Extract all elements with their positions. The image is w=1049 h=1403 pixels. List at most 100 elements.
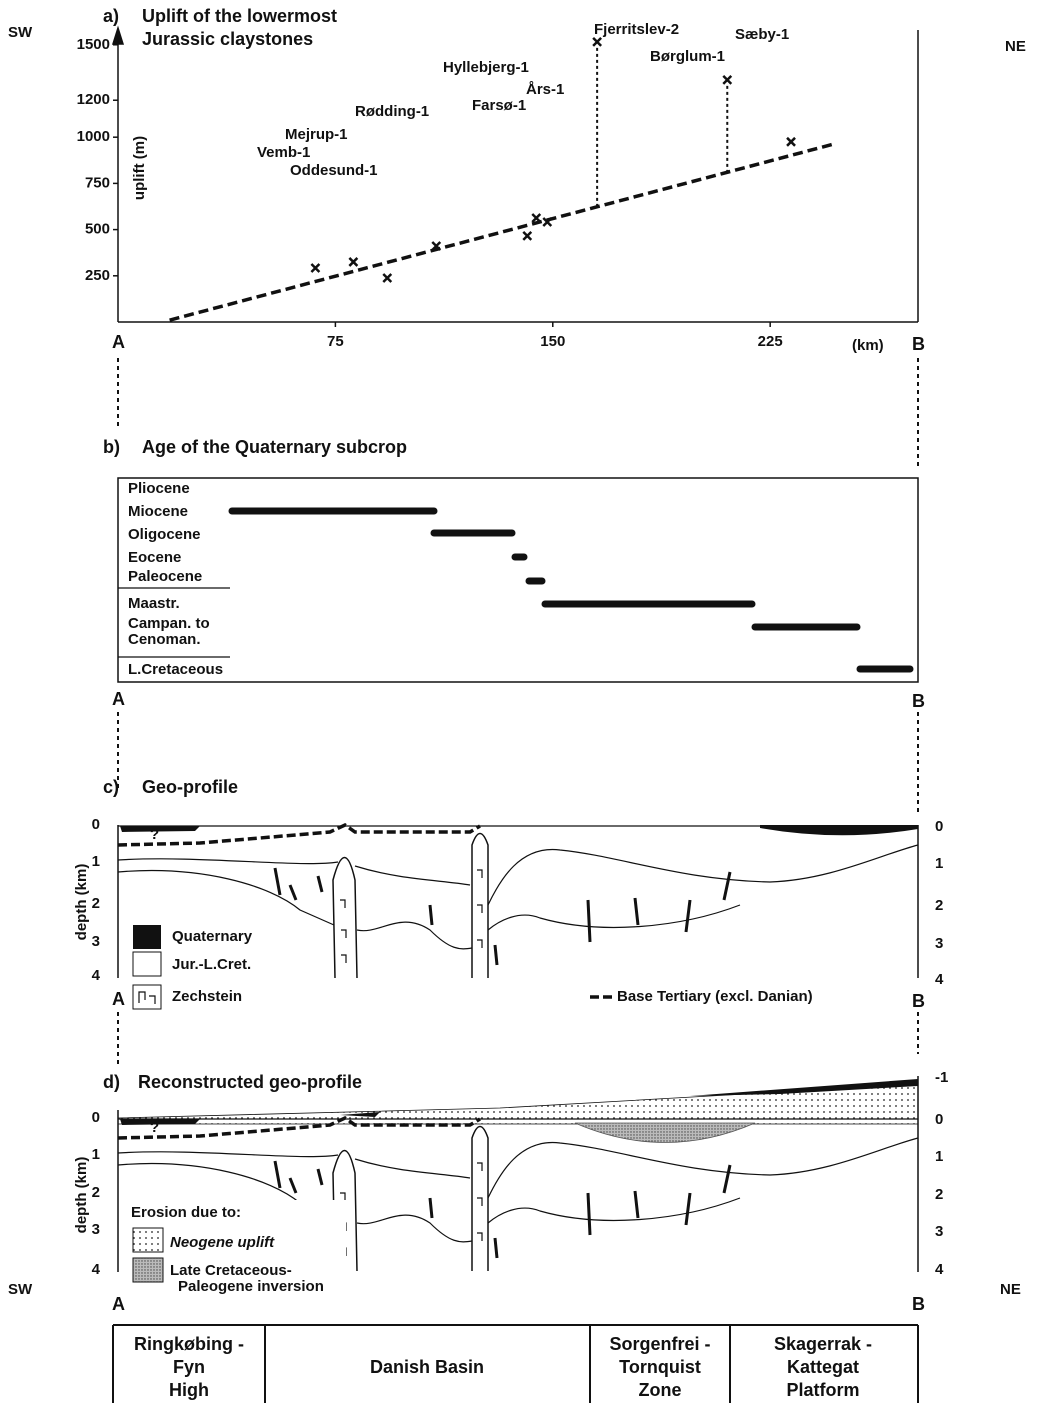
legend-swatch bbox=[132, 1227, 164, 1253]
zone-label: Ringkøbing - bbox=[134, 1334, 244, 1354]
well-name: Rødding-1 bbox=[355, 103, 429, 120]
well-marker bbox=[348, 257, 359, 267]
legend-swatch bbox=[132, 1257, 164, 1283]
depth-label: -1 bbox=[935, 1069, 948, 1086]
axes bbox=[111, 25, 919, 323]
panel-label: a) bbox=[103, 6, 119, 26]
depth-label: 3 bbox=[935, 1223, 943, 1240]
legend-title: Erosion due to: bbox=[131, 1204, 241, 1221]
endpoint-b: B bbox=[912, 691, 925, 711]
zone-label: Danish Basin bbox=[370, 1357, 484, 1377]
stage-label: Campan. to bbox=[128, 615, 210, 632]
depth-label: 0 bbox=[92, 1109, 100, 1126]
ne-label: NE bbox=[1000, 1281, 1021, 1298]
depth-axis bbox=[117, 825, 919, 978]
panel-title: Age of the Quaternary subcrop bbox=[142, 437, 407, 457]
well-name: Oddesund-1 bbox=[290, 162, 378, 179]
well-marker bbox=[786, 136, 796, 147]
x-axis-label: (km) bbox=[852, 337, 884, 354]
depth-label: 2 bbox=[92, 1184, 100, 1201]
well-marker bbox=[522, 230, 533, 241]
well-name: Vemb-1 bbox=[257, 144, 310, 161]
depth-label: 2 bbox=[92, 895, 100, 912]
subcrop-frame bbox=[117, 477, 919, 683]
zone-label: Zone bbox=[639, 1380, 682, 1400]
depth-ticks: 0 1 2 3 4 -1 0 1 2 3 4 bbox=[92, 1069, 949, 1278]
well-marker bbox=[382, 273, 393, 283]
well-marker bbox=[431, 241, 442, 251]
legend-swatch bbox=[132, 951, 162, 977]
panel-title: Geo-profile bbox=[142, 777, 238, 797]
zone-label: Tornquist bbox=[619, 1357, 701, 1377]
zone-label: Skagerrak - bbox=[774, 1334, 872, 1354]
depth-label: 3 bbox=[935, 935, 943, 952]
endpoint-b: B bbox=[912, 991, 925, 1011]
subcrop-bars bbox=[228, 507, 914, 673]
depth-label: 3 bbox=[92, 933, 100, 950]
panel-label: b) bbox=[103, 437, 120, 457]
y-axis-label: uplift (m) bbox=[131, 136, 148, 200]
endpoint-a: A bbox=[112, 989, 125, 1009]
depth-label: 4 bbox=[92, 967, 101, 984]
legend-label: Jur.-L.Cret. bbox=[172, 956, 251, 973]
query-mark: ? bbox=[150, 1119, 159, 1136]
depth-label: 1 bbox=[92, 1146, 100, 1163]
well-name: Års-1 bbox=[526, 81, 564, 98]
zone-label: Sorgenfrei - bbox=[609, 1334, 710, 1354]
depth-label: 0 bbox=[92, 816, 100, 833]
x-tick-label: 150 bbox=[540, 333, 565, 350]
legend-swatch bbox=[132, 984, 162, 1010]
well-marker bbox=[310, 263, 321, 273]
depth-label: 1 bbox=[935, 1148, 943, 1165]
zone-label: High bbox=[169, 1380, 209, 1400]
well-name: Børglum-1 bbox=[650, 48, 725, 65]
depth-label: 1 bbox=[92, 853, 100, 870]
y-axis-label: depth (km) bbox=[73, 864, 90, 941]
well-marker bbox=[542, 217, 553, 227]
panel-label: d) bbox=[103, 1072, 120, 1092]
y-tick-label: 1500 bbox=[77, 36, 110, 53]
trend-line bbox=[169, 142, 835, 322]
well-name: Farsø-1 bbox=[472, 97, 526, 114]
depth-label: 2 bbox=[935, 897, 943, 914]
zechstein-symbol bbox=[138, 991, 156, 1004]
well-name: Hyllebjerg-1 bbox=[443, 59, 529, 76]
well-name: Sæby-1 bbox=[735, 26, 789, 43]
legend-label: Late Cretaceous- bbox=[170, 1262, 292, 1279]
endpoint-a: A bbox=[112, 689, 125, 709]
depth-label: 0 bbox=[935, 818, 943, 835]
well-marker bbox=[531, 213, 542, 223]
endpoint-a: A bbox=[112, 332, 125, 352]
chart-title: Uplift of the lowermost bbox=[142, 6, 337, 26]
depth-label: 4 bbox=[92, 1261, 101, 1278]
zones: Ringkøbing - Fyn High Danish Basin Sorge… bbox=[134, 1334, 872, 1400]
depth-label: 4 bbox=[935, 971, 944, 988]
y-tick-label: 500 bbox=[85, 221, 110, 238]
y-tick-label: 1200 bbox=[77, 91, 110, 108]
depth-axis bbox=[117, 1076, 919, 1272]
panel-label: c) bbox=[103, 777, 119, 797]
legend-label: Paleogene inversion bbox=[178, 1278, 324, 1295]
depth-label: 3 bbox=[92, 1221, 100, 1238]
depth-label: 0 bbox=[935, 1111, 943, 1128]
zone-table bbox=[112, 1324, 919, 1403]
depth-ticks: 0 1 2 3 4 0 1 2 3 4 bbox=[92, 816, 944, 988]
well-marker bbox=[592, 36, 603, 47]
stage-label: L.Cretaceous bbox=[128, 661, 223, 678]
depth-label: 4 bbox=[935, 1261, 944, 1278]
stage-label: Oligocene bbox=[128, 526, 201, 543]
legend-label: Quaternary bbox=[172, 928, 253, 945]
ne-label: NE bbox=[1005, 38, 1026, 55]
stage-label: Miocene bbox=[128, 503, 188, 520]
query-mark: ? bbox=[150, 826, 159, 843]
legend-label: Neogene uplift bbox=[170, 1234, 275, 1251]
y-tick-label: 1000 bbox=[77, 128, 110, 145]
stage-label: Maastr. bbox=[128, 595, 180, 612]
x-tick-label: 225 bbox=[758, 333, 783, 350]
chart-title: Jurassic claystones bbox=[142, 29, 313, 49]
endpoint-a: A bbox=[112, 1294, 125, 1314]
y-tick-label: 750 bbox=[85, 174, 110, 191]
inversion-erosion bbox=[574, 1122, 756, 1143]
endpoint-b: B bbox=[912, 1294, 925, 1314]
